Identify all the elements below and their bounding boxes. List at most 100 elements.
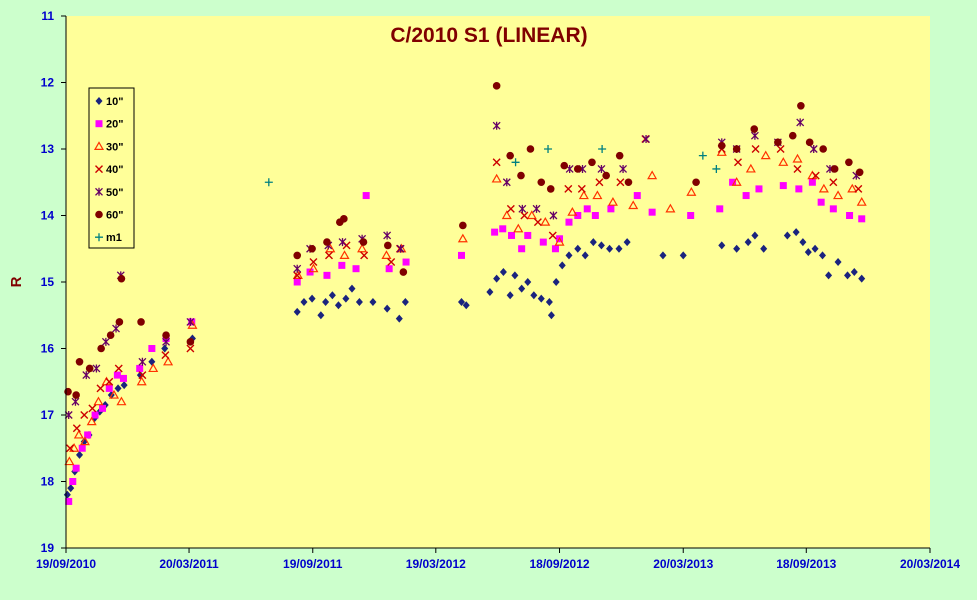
legend-marker [95, 165, 103, 174]
data-point [524, 231, 532, 239]
data-point [293, 264, 302, 273]
data-point [106, 331, 115, 340]
data-point [334, 301, 342, 310]
data-point [186, 338, 195, 346]
x-tick-label: 18/09/2013 [776, 557, 836, 571]
data-point [546, 185, 555, 193]
data-point [360, 251, 369, 260]
data-point [778, 157, 789, 166]
data-point [293, 271, 302, 280]
data-point [72, 391, 80, 399]
data-point [755, 185, 763, 193]
data-point [829, 205, 837, 213]
data-point [72, 424, 81, 433]
data-point [598, 145, 607, 153]
data-point [308, 244, 316, 253]
data-point [513, 223, 524, 233]
data-point [819, 251, 827, 260]
data-point [732, 145, 741, 153]
data-point [808, 178, 816, 186]
data-point [308, 263, 319, 273]
data-point [491, 228, 499, 236]
data-point [795, 185, 803, 193]
x-tick-label: 19/09/2010 [36, 557, 96, 571]
axes: 11 12 13 14 15 16 17 18 19 19/09/2010 20/03/2011 19… [36, 9, 960, 571]
data-point [623, 238, 631, 247]
data-point [588, 158, 596, 167]
data-point [788, 131, 797, 140]
data-point [858, 274, 866, 283]
data-point [846, 212, 854, 219]
data-point [615, 244, 623, 253]
data-point [511, 158, 520, 167]
data-point [819, 145, 827, 153]
data-point [86, 416, 97, 426]
data-point [850, 268, 858, 277]
data-point [502, 178, 511, 187]
data-point [760, 244, 768, 253]
data-point [628, 200, 639, 210]
data-point [148, 345, 156, 352]
data-point [804, 248, 812, 257]
data-point [799, 238, 807, 247]
data-point [592, 190, 603, 200]
data-point [809, 145, 818, 153]
y-tick-label: 13 [41, 142, 55, 156]
data-point [457, 233, 468, 243]
y-tick-label: 17 [41, 408, 55, 422]
data-point [148, 357, 156, 366]
data-point [687, 212, 695, 219]
data-point [733, 244, 741, 253]
data-point [526, 210, 537, 220]
data-point [113, 371, 121, 379]
data-point [712, 164, 721, 173]
data-point [91, 411, 99, 419]
data-point [602, 171, 610, 180]
data-point [830, 165, 839, 173]
data-point [352, 265, 360, 273]
data-point [574, 244, 582, 253]
data-point [858, 215, 866, 223]
y-tick-label: 12 [41, 76, 55, 90]
legend-label: 60" [106, 210, 123, 222]
plot-area [66, 16, 930, 548]
data-point [293, 278, 301, 286]
data-point [825, 271, 833, 280]
data-point [545, 297, 553, 306]
legend-marker [95, 187, 103, 196]
data-point [136, 371, 144, 380]
data-point [744, 238, 752, 247]
data-point [551, 245, 559, 253]
data-point [79, 436, 90, 446]
data-point [65, 497, 73, 505]
data-point [595, 178, 604, 187]
series-6 [264, 145, 721, 187]
data-point [833, 190, 844, 200]
data-point [82, 371, 91, 380]
x-tick-label: 20/03/2011 [159, 557, 219, 571]
data-point [264, 178, 273, 187]
data-point [323, 271, 331, 279]
data-point [457, 251, 465, 259]
legend-marker [95, 97, 103, 105]
data-point [506, 291, 514, 300]
data-point [357, 243, 368, 253]
data-point [162, 337, 171, 346]
data-point [776, 145, 785, 153]
data-point [581, 251, 589, 260]
data-point [381, 250, 392, 259]
data-point [186, 317, 195, 326]
data-point [402, 258, 410, 266]
data-point [779, 182, 787, 190]
data-point [750, 131, 759, 140]
data-point [328, 291, 336, 300]
data-point [817, 198, 825, 206]
legend-label: 20" [106, 119, 123, 131]
data-point [369, 297, 377, 306]
data-point [348, 284, 356, 293]
data-point [745, 163, 756, 173]
data-point [560, 161, 569, 170]
data-point [615, 151, 624, 160]
legend-marker [95, 233, 103, 242]
